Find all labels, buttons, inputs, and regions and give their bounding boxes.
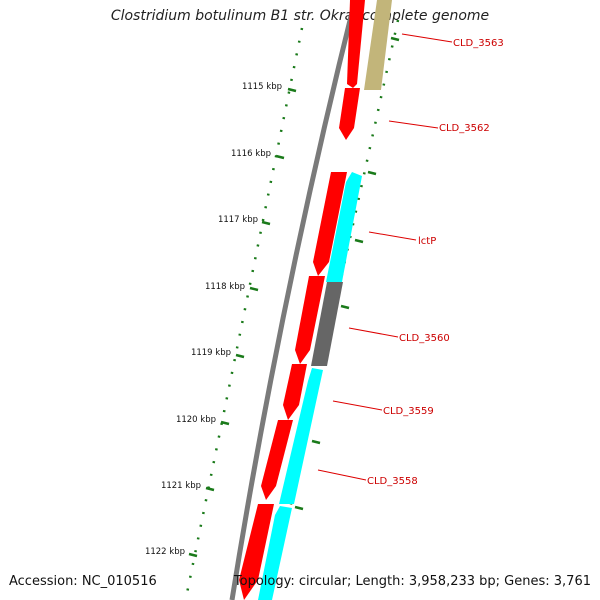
topology-label: Topology: circular; Length: 3,958,233 bp… [233, 574, 591, 589]
feature-ticks [294, 36, 400, 511]
label-leader [401, 33, 453, 43]
forward-cds-arrow [261, 420, 293, 500]
scale-label: 1115 kbp [242, 82, 282, 92]
scale-tick [287, 87, 297, 93]
scale-tick [275, 154, 285, 160]
scale-ticks [188, 87, 297, 558]
accession-label: Accession: NC_010516 [9, 574, 157, 589]
genome-backbone [229, 0, 358, 600]
scale-label: 1119 kbp [191, 348, 231, 358]
map-title: Clostridium botulinum B1 str. Okra, comp… [110, 8, 490, 24]
label-leader [348, 327, 399, 338]
scale-label: 1117 kbp [218, 215, 258, 225]
forward-cds-arrow [283, 364, 307, 420]
gene-label: lctP [418, 236, 436, 247]
gene-label: CLD_3560 [399, 333, 450, 344]
scale-tick [188, 552, 198, 558]
feature-tick [311, 439, 321, 445]
reverse-cds-arrow [279, 368, 323, 504]
reverse-cds-arrow [258, 506, 292, 600]
scale-tick [235, 353, 245, 359]
scale-tick [249, 286, 259, 292]
scale-tick [261, 220, 271, 226]
label-leader [388, 120, 439, 129]
feature-tick [354, 238, 364, 244]
olive-feature-bar [364, 0, 392, 90]
reverse-cds-arrow [326, 172, 362, 282]
reverse-cds-features [258, 172, 362, 600]
forward-cds-arrow [339, 88, 360, 140]
forward-cds-arrow [313, 172, 347, 276]
label-leader [332, 400, 383, 411]
gene-label: CLD_3558 [367, 476, 418, 487]
scale-label: 1116 kbp [231, 149, 271, 159]
label-leader [368, 231, 417, 241]
gray-feature-bar [311, 282, 343, 366]
gene-label: CLD_3559 [383, 406, 434, 417]
feature-tick [390, 36, 400, 42]
scale-tick [220, 420, 230, 426]
gene-label: CLD_3562 [439, 123, 490, 134]
forward-cds-features [239, 0, 365, 600]
scale-label: 1118 kbp [205, 282, 245, 292]
label-leader [317, 469, 367, 481]
feature-tick [340, 304, 350, 310]
scale-label: 1122 kbp [145, 547, 185, 557]
feature-tick [367, 170, 377, 176]
label-leaders [317, 33, 453, 481]
forward-cds-arrow [295, 276, 325, 364]
feature-tick [294, 505, 304, 511]
gene-label: CLD_3563 [453, 38, 504, 49]
scale-tick [205, 486, 215, 492]
forward-cds-arrow [347, 0, 365, 88]
scale-label: 1120 kbp [176, 415, 216, 425]
forward-cds-arrow [239, 504, 274, 600]
scale-label: 1121 kbp [161, 481, 201, 491]
